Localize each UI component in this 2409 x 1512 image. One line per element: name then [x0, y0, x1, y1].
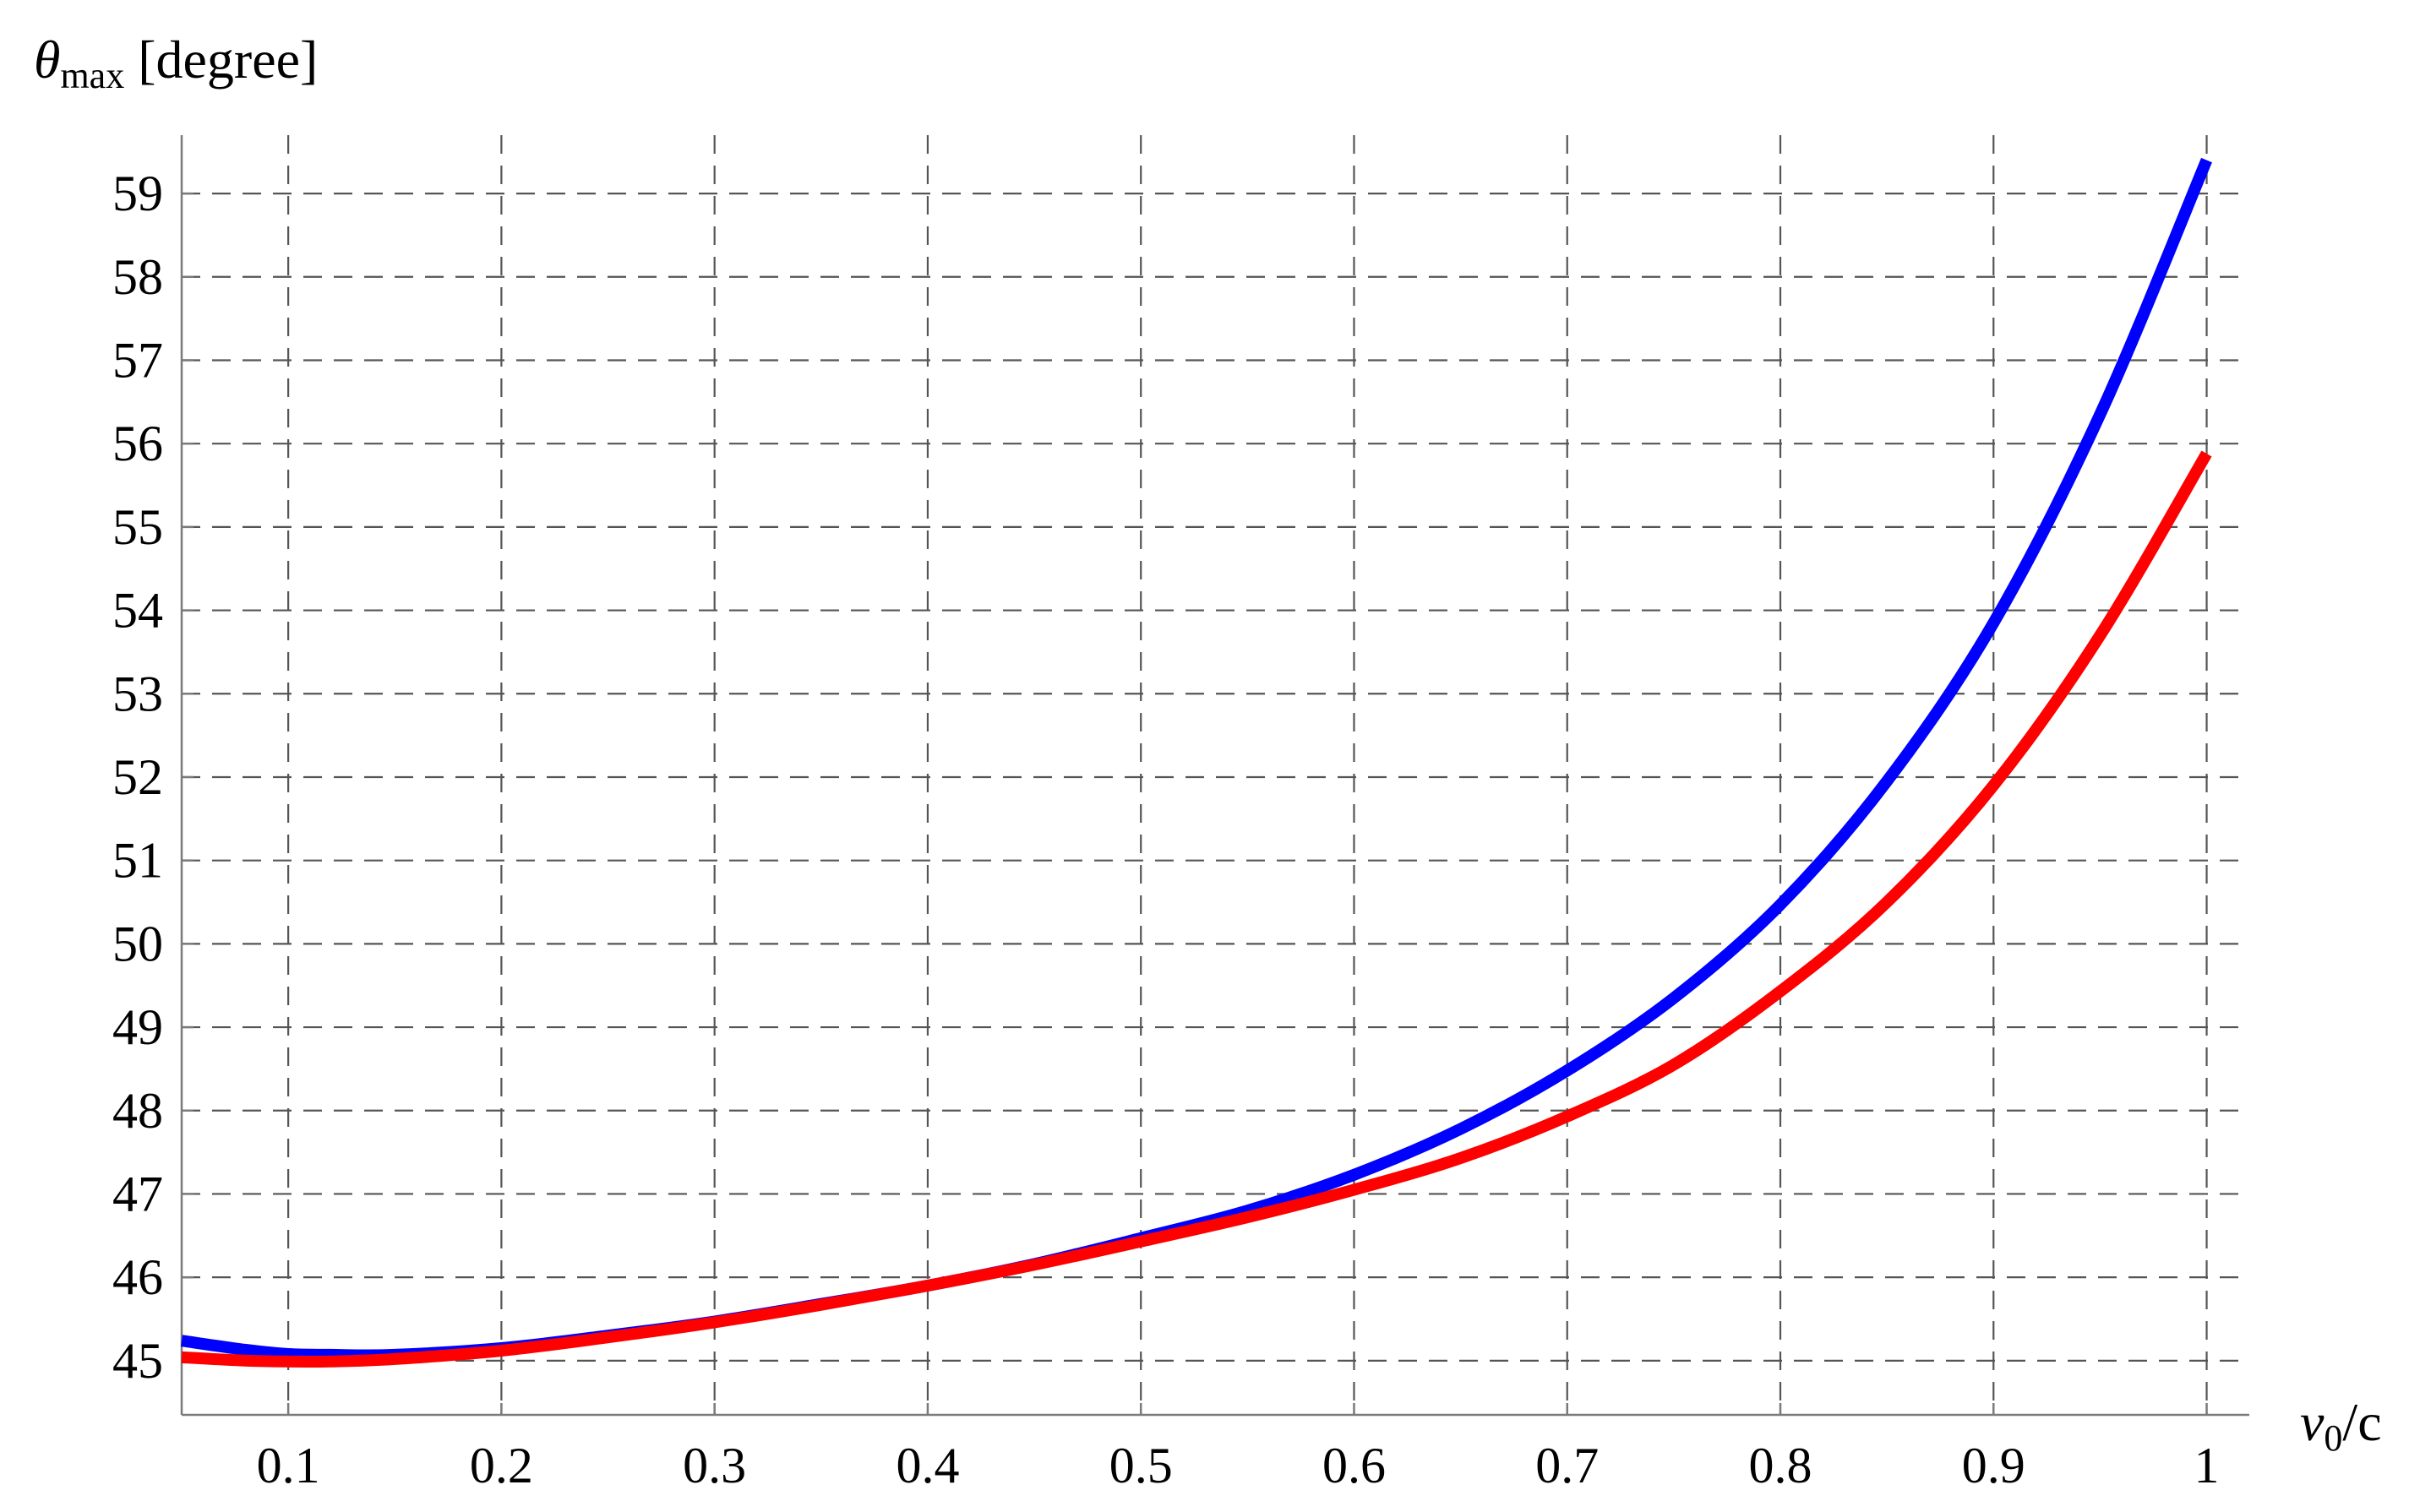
tick-labels: 0.1 0.2 0.3 0.4 0.5 0.6 0.7 0.8 0.9 1 45 46 47 48 49 50…: [112, 166, 2220, 1493]
y-tick-label: 45: [112, 1333, 163, 1389]
grid: [182, 135, 2249, 1415]
y-tick-label: 59: [112, 166, 163, 221]
x-tick-label: 0.3: [683, 1438, 746, 1493]
y-axis-symbol: θ: [34, 30, 60, 90]
data-series: [181, 157, 2212, 1368]
y-tick-label: 53: [112, 666, 163, 721]
y-tick-label: 47: [112, 1166, 163, 1221]
y-tick-label: 52: [112, 749, 163, 805]
x-tick-label: 0.6: [1322, 1438, 1386, 1493]
x-tick-label: 0.2: [470, 1438, 533, 1493]
x-tick-label: 0.9: [1962, 1438, 2025, 1493]
x-tick-label: 0.5: [1109, 1438, 1173, 1493]
y-axis-label: θmax [degree]: [34, 30, 318, 96]
y-tick-label: 57: [112, 332, 163, 388]
x-axis-subscript: 0: [2324, 1417, 2342, 1459]
axes: [180, 135, 2249, 1417]
x-tick-label: 0.1: [257, 1438, 320, 1493]
y-tick-label: 46: [112, 1249, 163, 1305]
y-tick-label: 50: [112, 916, 163, 971]
y-tick-label: 51: [112, 833, 163, 889]
y-tick-label: 48: [112, 1083, 163, 1139]
x-tick-label: 0.7: [1535, 1438, 1599, 1493]
y-tick-label: 49: [112, 999, 163, 1055]
y-tick-label: 54: [112, 583, 163, 639]
y-axis-unit: [degree]: [138, 30, 318, 90]
x-axis-suffix: /c: [2342, 1392, 2381, 1452]
x-tick-label: 0.8: [1749, 1438, 1812, 1493]
series-line-2: [181, 450, 2212, 1368]
y-axis-subscript: max: [60, 55, 124, 96]
series-line-1: [181, 157, 2212, 1362]
y-tick-label: 58: [112, 249, 163, 305]
y-tick-label: 56: [112, 416, 163, 471]
x-axis-symbol: v: [2300, 1392, 2325, 1452]
x-tick-label: 0.4: [896, 1438, 959, 1493]
y-tick-label: 55: [112, 499, 163, 555]
x-tick-label: 1: [2194, 1438, 2220, 1493]
x-axis-label: v0/c: [2300, 1392, 2382, 1459]
